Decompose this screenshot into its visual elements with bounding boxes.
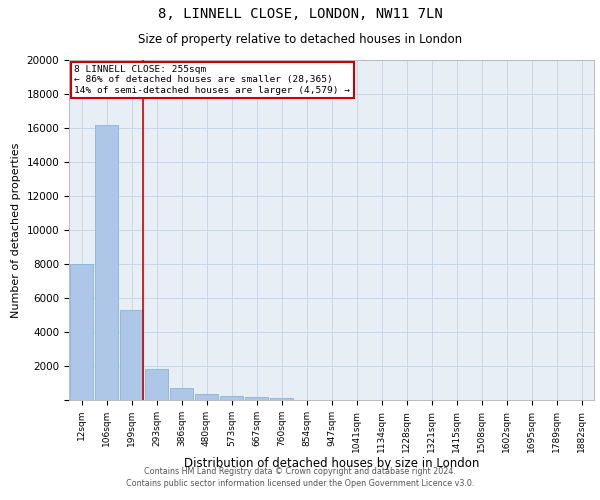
Y-axis label: Number of detached properties: Number of detached properties: [11, 142, 21, 318]
Text: Contains public sector information licensed under the Open Government Licence v3: Contains public sector information licen…: [126, 478, 474, 488]
X-axis label: Distribution of detached houses by size in London: Distribution of detached houses by size …: [184, 458, 479, 470]
Bar: [95, 124, 118, 400]
Text: Size of property relative to detached houses in London: Size of property relative to detached ho…: [138, 32, 462, 46]
Bar: [120, 310, 143, 400]
Bar: [145, 370, 168, 400]
Bar: [70, 264, 93, 400]
Bar: [270, 398, 293, 400]
Text: 8 LINNELL CLOSE: 255sqm
← 86% of detached houses are smaller (28,365)
14% of sem: 8 LINNELL CLOSE: 255sqm ← 86% of detache…: [74, 65, 350, 95]
Bar: [245, 396, 268, 400]
Text: 8, LINNELL CLOSE, LONDON, NW11 7LN: 8, LINNELL CLOSE, LONDON, NW11 7LN: [158, 8, 442, 22]
Text: Contains HM Land Registry data © Crown copyright and database right 2024.: Contains HM Land Registry data © Crown c…: [144, 467, 456, 476]
Bar: [220, 396, 243, 400]
Bar: [170, 388, 193, 400]
Bar: [195, 394, 218, 400]
